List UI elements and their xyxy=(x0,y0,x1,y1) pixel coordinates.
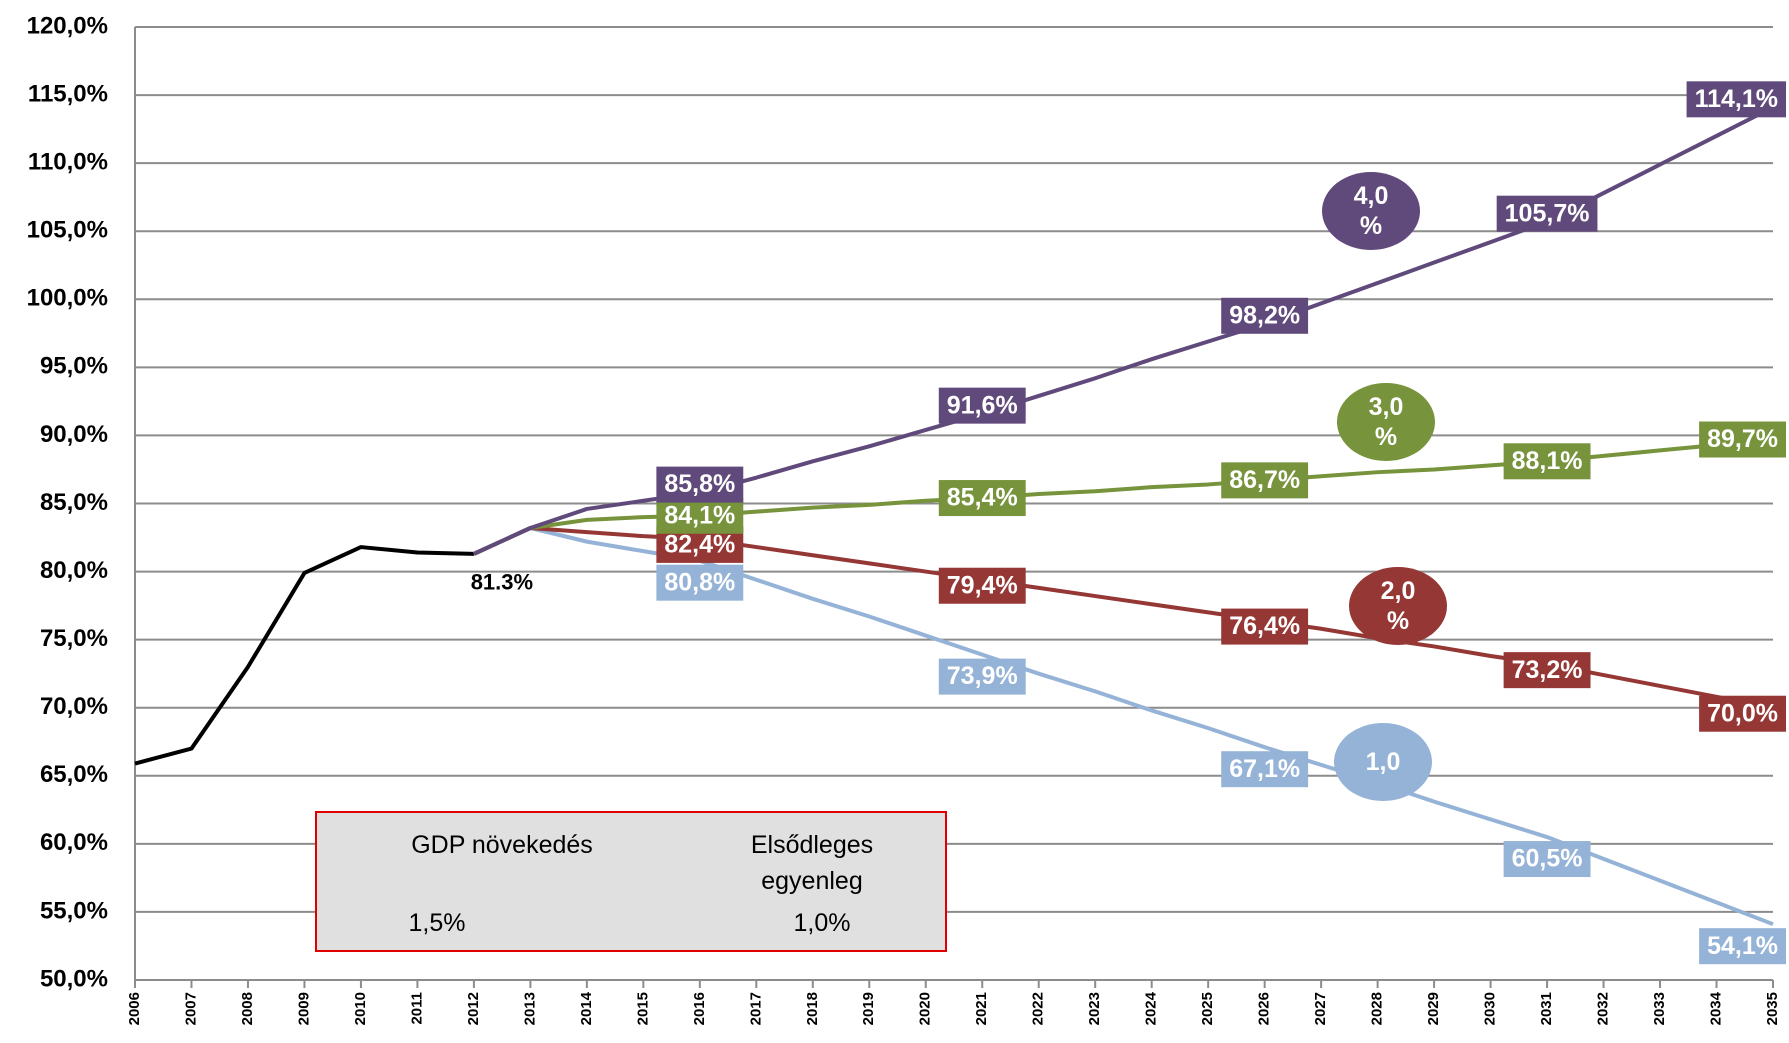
x-tick-label: 2027 xyxy=(1312,992,1329,1025)
series-bubble: 4,0 % xyxy=(1322,172,1420,250)
data-label-box xyxy=(656,466,744,503)
info-value: 1,5% xyxy=(408,909,466,937)
y-tick-label: 120,0% xyxy=(27,12,108,39)
data-label-box xyxy=(1221,297,1309,334)
y-tick-label: 80,0% xyxy=(40,557,108,584)
data-label-box xyxy=(656,564,744,601)
data-label: 80,8% xyxy=(664,568,735,596)
x-tick-label: 2008 xyxy=(239,992,256,1025)
x-tick-label: 2033 xyxy=(1651,992,1668,1025)
data-label-box xyxy=(938,480,1026,517)
series-bubble: 3,0 % xyxy=(1337,383,1435,461)
y-tick-label: 90,0% xyxy=(40,421,108,448)
data-label: 79,4% xyxy=(947,571,1018,599)
y-tick-label: 115,0% xyxy=(28,80,108,107)
data-label: 98,2% xyxy=(1229,301,1300,329)
data-label-box xyxy=(1699,695,1786,732)
x-tick-label: 2028 xyxy=(1369,992,1386,1025)
y-tick-label: 105,0% xyxy=(27,217,108,244)
x-tick-label: 2034 xyxy=(1707,991,1724,1025)
data-label: 91,6% xyxy=(947,391,1018,419)
data-label: 85,4% xyxy=(947,484,1018,512)
y-tick-label: 55,0% xyxy=(40,897,108,924)
x-tick-label: 2007 xyxy=(182,992,199,1025)
info-header: Elsődleges egyenleg xyxy=(750,831,874,895)
data-label: 73,2% xyxy=(1512,656,1583,684)
data-label: 81.3% xyxy=(471,570,533,595)
info-box: GDP növekedés 1,5% Elsődleges egyenleg 1… xyxy=(315,811,947,952)
series-line xyxy=(134,545,474,766)
data-label-box xyxy=(1686,81,1786,118)
data-label: 60,5% xyxy=(1512,845,1583,873)
data-label-box xyxy=(938,387,1026,424)
y-tick-label: 50,0% xyxy=(40,965,108,992)
data-label-box xyxy=(1496,195,1598,232)
x-tick-label: 2031 xyxy=(1538,992,1555,1025)
data-label: 67,1% xyxy=(1229,755,1300,783)
data-label: 70,0% xyxy=(1707,699,1778,727)
data-label-box xyxy=(1221,608,1309,645)
x-tick-label: 2032 xyxy=(1595,992,1612,1025)
data-label: 73,9% xyxy=(947,662,1018,690)
data-label-box xyxy=(1699,421,1786,458)
data-label-box xyxy=(938,658,1026,695)
x-tick-label: 2025 xyxy=(1199,992,1216,1025)
data-label-box xyxy=(1221,462,1309,499)
x-tick-label: 2030 xyxy=(1482,992,1499,1025)
x-tick-label: 2013 xyxy=(521,992,538,1025)
x-tick-label: 2035 xyxy=(1764,992,1781,1025)
y-tick-label: 65,0% xyxy=(40,761,108,788)
x-tick-label: 2014 xyxy=(578,991,595,1025)
data-label: 54,1% xyxy=(1707,932,1778,960)
y-tick-label: 100,0% xyxy=(27,285,108,312)
x-tick-label: 2022 xyxy=(1030,992,1047,1025)
x-tick-label: 2006 xyxy=(126,992,143,1025)
data-label-box xyxy=(1503,443,1591,480)
data-label: 105,7% xyxy=(1505,199,1590,227)
x-tick-label: 2029 xyxy=(1425,992,1442,1025)
data-label: 84,1% xyxy=(664,501,735,529)
x-tick-label: 2018 xyxy=(804,992,821,1025)
x-tick-label: 2017 xyxy=(747,992,764,1025)
data-label: 89,7% xyxy=(1707,425,1778,453)
y-tick-label: 70,0% xyxy=(40,693,108,720)
info-value: 1,0% xyxy=(793,909,851,937)
x-tick-label: 2009 xyxy=(295,992,312,1025)
data-label-box xyxy=(1221,751,1309,788)
data-label-box xyxy=(656,497,744,534)
data-label-box xyxy=(1503,652,1591,689)
data-label: 114,1% xyxy=(1695,85,1778,113)
data-label: 86,7% xyxy=(1229,466,1300,494)
x-tick-label: 2026 xyxy=(1256,992,1273,1025)
data-label: 82,4% xyxy=(664,531,735,559)
y-tick-label: 110,0% xyxy=(28,148,108,175)
data-label: 85,8% xyxy=(664,470,735,498)
y-tick-label: 60,0% xyxy=(40,829,108,856)
data-label: 76,4% xyxy=(1229,612,1300,640)
data-label-box xyxy=(1699,928,1786,965)
x-tick-label: 2016 xyxy=(691,992,708,1025)
series-bubble: 2,0 % xyxy=(1349,567,1447,645)
x-tick-label: 2024 xyxy=(1143,991,1160,1025)
x-tick-label: 2019 xyxy=(860,992,877,1025)
y-tick-label: 95,0% xyxy=(40,353,108,380)
x-tick-label: 2011 xyxy=(408,992,425,1025)
x-tick-label: 2012 xyxy=(465,992,482,1025)
info-header: GDP növekedés xyxy=(411,831,593,859)
x-tick-label: 2015 xyxy=(634,992,651,1025)
x-tick-label: 2021 xyxy=(973,992,990,1025)
data-label-box xyxy=(938,567,1026,604)
y-tick-label: 85,0% xyxy=(40,489,108,516)
series-bubble: 1,0 xyxy=(1334,723,1432,801)
x-tick-label: 2023 xyxy=(1086,992,1103,1025)
y-tick-label: 75,0% xyxy=(40,625,108,652)
data-label: 88,1% xyxy=(1512,447,1583,475)
x-tick-label: 2020 xyxy=(917,992,934,1025)
x-tick-label: 2010 xyxy=(352,992,369,1025)
data-label-box xyxy=(1503,841,1591,878)
